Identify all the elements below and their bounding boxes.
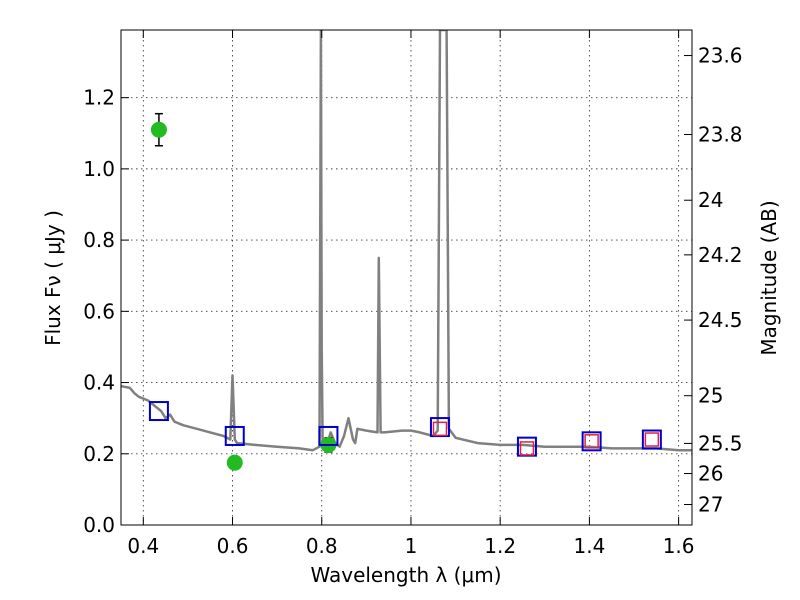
model-band-square-inner xyxy=(519,441,535,456)
y-tick-label: 1.2 xyxy=(83,86,115,110)
x-tick-label: 1.4 xyxy=(573,534,605,558)
x-tick-label: 0.6 xyxy=(217,534,249,558)
y-tick-label: 1.0 xyxy=(83,157,115,181)
model-band-square xyxy=(148,401,169,422)
right-tick-label: 24.2 xyxy=(698,243,743,267)
right-tick-label: 23.6 xyxy=(698,44,743,68)
model-band-square-inner xyxy=(584,434,599,449)
model-band-square xyxy=(641,429,662,450)
model-band-square-inner xyxy=(432,421,448,437)
series-layer xyxy=(121,30,692,471)
grid-layer xyxy=(121,30,692,526)
right-tick-label: 24 xyxy=(698,188,723,212)
plot-frame xyxy=(120,29,693,526)
right-tick-label: 25 xyxy=(698,384,723,408)
right-tick-label: 23.8 xyxy=(698,123,743,147)
y-axis-label: Flux Fν ( μJy ) xyxy=(41,210,65,346)
y-tick-label: 0.6 xyxy=(83,299,115,323)
model-band-square xyxy=(224,425,245,446)
x-axis-label: Wavelength λ (μm) xyxy=(310,563,501,587)
right-tick-label: 26 xyxy=(698,462,723,486)
y-tick-label: 0.0 xyxy=(83,513,115,537)
x-tick-label: 1 xyxy=(405,534,418,558)
axis-layer: 0.4 0.6 0.8 1 1.2 1.4 1.6 0.0 0.2 0.4 0.6 0.8 1.0 1.2… xyxy=(83,30,743,558)
model-band-square xyxy=(318,425,339,446)
y-tick-label: 0.8 xyxy=(83,228,115,252)
x-tick-label: 0.8 xyxy=(306,534,338,558)
right-tick-label: 25.5 xyxy=(698,431,743,455)
x-tick-label: 1.6 xyxy=(663,534,695,558)
right-tick-label: 24.5 xyxy=(698,308,743,332)
y-tick-label: 0.2 xyxy=(83,442,115,466)
model-spectrum-line xyxy=(121,30,692,452)
right-axis-label: Magnitude (AB) xyxy=(757,200,781,355)
observed-flux-point xyxy=(226,454,243,471)
model-band-square xyxy=(581,431,602,452)
x-tick-label: 1.2 xyxy=(484,534,516,558)
model-band-square-inner xyxy=(644,432,660,447)
y-tick-label: 0.4 xyxy=(83,371,115,395)
x-tick-label: 0.4 xyxy=(127,534,159,558)
right-tick-label: 27 xyxy=(698,493,723,517)
observed-flux-point xyxy=(150,121,167,138)
